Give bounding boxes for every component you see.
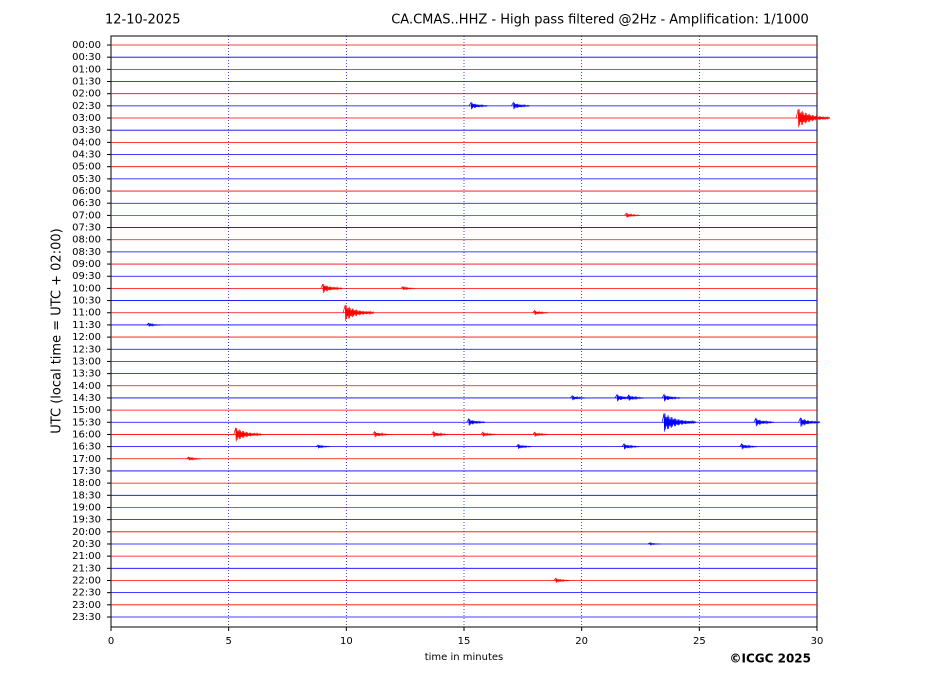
y-tick-label: 18:00	[72, 478, 101, 489]
x-tick-label: 10	[340, 636, 353, 647]
y-tick-label: 13:00	[72, 356, 101, 367]
seismic-event	[342, 304, 375, 321]
x-tick-label: 20	[575, 636, 588, 647]
seismic-event	[233, 427, 262, 442]
y-tick-label: 23:30	[72, 612, 101, 623]
seismic-event	[372, 430, 390, 438]
y-tick-label: 15:00	[72, 405, 101, 416]
y-tick-label: 19:30	[72, 515, 101, 526]
seismic-event	[661, 393, 681, 402]
y-tick-label: 10:00	[72, 283, 101, 294]
seismic-event	[753, 417, 775, 427]
y-tick-label: 14:00	[72, 381, 101, 392]
seismic-event	[320, 283, 343, 294]
y-tick-label: 03:00	[72, 113, 101, 124]
y-axis-label: UTC (local time = UTC + 02:00)	[50, 228, 65, 433]
x-tick-label: 15	[458, 636, 471, 647]
y-tick-label: 13:30	[72, 369, 101, 380]
seismic-event	[569, 394, 586, 401]
y-tick-label: 01:00	[72, 64, 101, 75]
y-tick-label: 18:30	[72, 490, 101, 501]
y-tick-label: 23:00	[72, 600, 101, 611]
x-tick-label: 30	[811, 636, 824, 647]
y-tick-label: 12:00	[72, 332, 101, 343]
y-tick-label: 11:00	[72, 308, 101, 319]
seismic-event	[146, 322, 161, 327]
y-tick-label: 10:30	[72, 296, 101, 307]
y-tick-label: 01:30	[72, 77, 101, 88]
y-tick-label: 16:30	[72, 442, 101, 453]
seismic-event	[553, 577, 570, 583]
y-tick-label: 14:30	[72, 393, 101, 404]
y-tick-label: 07:00	[72, 210, 101, 221]
y-tick-label: 21:00	[72, 551, 101, 562]
y-tick-label: 06:30	[72, 198, 101, 209]
seismic-event	[621, 442, 640, 450]
y-tick-label: 17:30	[72, 466, 101, 477]
plot-frame	[110, 35, 818, 628]
seismic-event	[626, 394, 644, 401]
seismic-event	[624, 212, 641, 218]
y-tick-label: 04:30	[72, 150, 101, 161]
y-tick-label: 02:00	[72, 89, 101, 100]
y-tick-label: 20:00	[72, 527, 101, 538]
seismic-event	[468, 101, 488, 110]
y-tick-label: 00:30	[72, 52, 101, 63]
copyright: ©ICGC 2025	[729, 652, 811, 666]
x-axis-label: time in minutes	[425, 652, 504, 663]
x-tick-label: 5	[225, 636, 231, 647]
x-tick-label: 0	[108, 636, 114, 647]
y-tick-label: 15:30	[72, 417, 101, 428]
y-tick-label: 22:00	[72, 575, 101, 586]
y-tick-label: 03:30	[72, 125, 101, 136]
seismic-event	[315, 444, 331, 449]
y-tick-label: 08:00	[72, 235, 101, 246]
seismic-event	[480, 431, 497, 437]
seismic-event	[661, 413, 696, 432]
y-tick-label: 12:30	[72, 344, 101, 355]
y-tick-label: 05:00	[72, 162, 101, 173]
y-tick-label: 09:00	[72, 259, 101, 270]
x-tick-label: 25	[693, 636, 706, 647]
y-tick-label: 05:30	[72, 174, 101, 185]
y-tick-label: 00:00	[72, 40, 101, 51]
y-tick-label: 07:30	[72, 223, 101, 234]
seismic-event	[795, 109, 831, 128]
seismic-event	[186, 456, 201, 461]
y-tick-label: 17:00	[72, 454, 101, 465]
y-tick-label: 16:00	[72, 429, 101, 440]
y-tick-label: 02:30	[72, 101, 101, 112]
seismic-event	[647, 541, 661, 546]
chart-title: CA.CMAS..HHZ - High pass filtered @2Hz -…	[391, 13, 809, 28]
y-tick-label: 06:00	[72, 186, 101, 197]
y-tick-label: 21:30	[72, 563, 101, 574]
seismic-event	[532, 431, 549, 437]
seismic-event	[739, 442, 757, 450]
y-tick-label: 11:30	[72, 320, 101, 331]
y-tick-label: 09:30	[72, 271, 101, 282]
seismic-event	[511, 101, 531, 110]
seismic-event	[466, 417, 486, 426]
seismic-event	[532, 309, 549, 316]
y-tick-label: 04:00	[72, 137, 101, 148]
y-tick-label: 22:30	[72, 588, 101, 599]
seismic-event	[515, 443, 532, 449]
seismic-event	[400, 286, 415, 291]
seismic-event	[431, 430, 449, 438]
y-tick-label: 08:30	[72, 247, 101, 258]
chart-date: 12-10-2025	[105, 13, 181, 28]
seismic-event	[798, 417, 821, 427]
y-tick-label: 19:00	[72, 502, 101, 513]
y-tick-label: 20:30	[72, 539, 101, 550]
